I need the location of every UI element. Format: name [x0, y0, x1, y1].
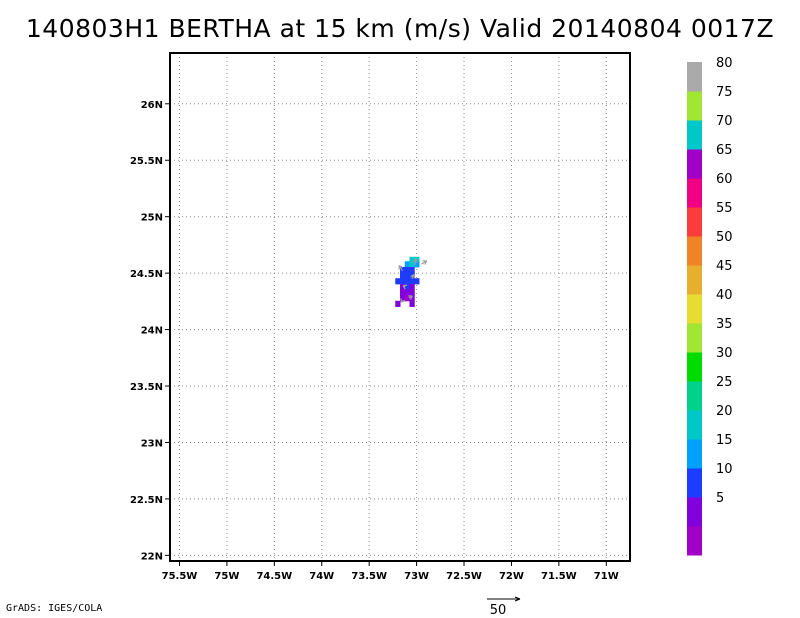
colorbar-swatch — [687, 207, 702, 237]
colorbar-swatch — [687, 236, 702, 266]
wind-speed-cell — [414, 256, 420, 263]
wind-speed-cell — [409, 295, 415, 302]
map-frame — [169, 52, 631, 562]
colorbar-swatch — [687, 323, 702, 353]
lon-tick-label: 75.5W — [162, 571, 198, 582]
colorbar-swatch — [687, 265, 702, 295]
lat-tick-label: 24.5N — [130, 269, 163, 280]
wind-speed-cell — [409, 266, 415, 274]
lon-tick-label: 73W — [404, 571, 429, 582]
wind-vector — [410, 274, 415, 280]
lat-tick-label: 23N — [141, 438, 163, 449]
credit-label: GrADS: IGES/COLA — [6, 603, 103, 614]
wind-vector — [421, 260, 428, 265]
wind-speed-cell — [400, 266, 406, 274]
wind-speed-cell — [409, 278, 415, 285]
colorbar-swatch — [687, 294, 702, 324]
wind-speed-cell — [404, 272, 410, 279]
wind-speed-cells — [395, 256, 420, 307]
latitude-ticks: 22N 22.5N 23N 23.5N 24N 24.5N 25N 25.5N 26N — [130, 100, 170, 562]
colorbar-label: 45 — [716, 259, 733, 274]
colorbar-label: 20 — [716, 404, 733, 419]
longitude-ticks: 75.5W 75W 74.5W 74W 73.5W 73W 72.5W 72W 71.5W 71W — [162, 561, 619, 582]
colorbar-label: 35 — [716, 317, 733, 332]
lon-tick-label: 72W — [499, 571, 524, 582]
wind-speed-cell — [400, 295, 406, 302]
wind-vector — [412, 258, 418, 266]
wind-vectors — [398, 258, 428, 303]
lat-tick-label: 23.5N — [130, 382, 163, 393]
colorbar-label: 55 — [716, 201, 733, 216]
reference-vector-label: 50 — [490, 603, 507, 618]
colorbar-label: 60 — [716, 172, 733, 187]
colorbar-swatch — [687, 526, 702, 556]
colorbar-swatch — [687, 381, 702, 411]
wind-speed-cell — [409, 256, 415, 263]
lon-tick-label: 74W — [309, 571, 334, 582]
wind-speed-cell — [409, 300, 415, 307]
wind-speed-cell — [409, 289, 415, 296]
wind-vector — [398, 265, 404, 272]
wind-speed-cell — [400, 278, 406, 285]
wind-speed-cell — [409, 261, 415, 268]
map-title: 140803H1 BERTHA at 15 km (m/s) Valid 201… — [25, 14, 775, 43]
colorbar-label: 15 — [716, 433, 733, 448]
map-grid — [170, 53, 630, 561]
wind-vector — [400, 298, 406, 303]
reference-vector: 50 — [487, 596, 521, 618]
colorbar-label: 10 — [716, 462, 733, 477]
lon-tick-label: 71.5W — [541, 571, 577, 582]
lon-tick-label: 75W — [214, 571, 239, 582]
lat-tick-label: 22N — [141, 551, 163, 562]
wind-speed-cell — [404, 283, 410, 291]
lon-tick-label: 73.5W — [351, 571, 387, 582]
colorbar-label: 70 — [716, 114, 733, 129]
colorbar-swatch — [687, 178, 702, 208]
wind-speed-cell — [409, 283, 415, 291]
wind-speed-cell — [404, 289, 410, 296]
colorbar-swatch — [687, 468, 702, 498]
lat-tick-label: 25.5N — [130, 156, 163, 167]
wind-speed-cell — [404, 261, 410, 268]
wind-speed-cell — [404, 278, 410, 285]
colorbar-swatch — [687, 62, 702, 92]
colorbar-swatch — [687, 149, 702, 179]
wind-speed-cell — [395, 300, 401, 307]
wind-speed-cell — [400, 289, 406, 296]
colorbar-swatch — [687, 497, 702, 527]
colorbar-swatch — [687, 410, 702, 440]
lat-tick-label: 26N — [141, 100, 163, 111]
colorbar-swatch — [687, 352, 702, 382]
wind-speed-cell — [404, 266, 410, 274]
wind-speed-cell — [404, 295, 410, 302]
wind-speed-cell — [400, 272, 406, 279]
lon-tick-label: 74.5W — [256, 571, 292, 582]
colorbar-label: 40 — [716, 288, 733, 303]
lat-tick-label: 22.5N — [130, 495, 163, 506]
wind-vector — [408, 295, 413, 300]
wind-speed-cell — [414, 278, 420, 285]
lat-tick-label: 25N — [141, 213, 163, 224]
wind-speed-cell — [395, 278, 401, 285]
colorbar-label: 80 — [716, 56, 733, 71]
wind-speed-cell — [414, 261, 420, 268]
colorbar-label: 5 — [716, 491, 724, 506]
colorbar-label: 25 — [716, 375, 733, 390]
colorbar-swatch — [687, 91, 702, 121]
colorbar-swatch — [687, 120, 702, 150]
colorbar-label: 30 — [716, 346, 733, 361]
colorbar-swatch — [687, 439, 702, 469]
lat-tick-label: 24N — [141, 326, 163, 337]
wind-speed-cell — [400, 283, 406, 291]
color-bar: 5 10 15 20 25 30 35 40 45 50 55 60 65 70 75 80 — [687, 56, 733, 556]
reference-vector-head — [514, 596, 521, 602]
colorbar-label: 65 — [716, 143, 733, 158]
colorbar-label: 75 — [716, 85, 733, 100]
lon-tick-label: 71W — [594, 571, 619, 582]
lon-tick-label: 72.5W — [446, 571, 482, 582]
wind-vector — [402, 284, 408, 290]
colorbar-label: 50 — [716, 230, 733, 245]
